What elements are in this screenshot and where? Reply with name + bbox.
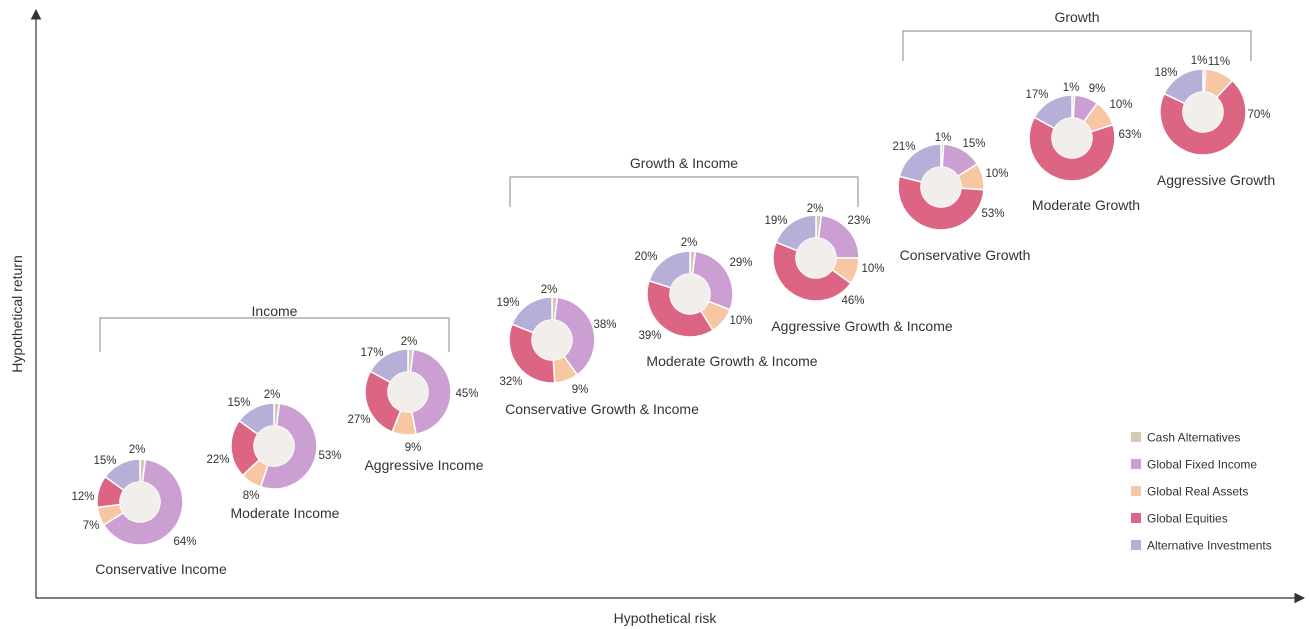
group-brackets: Income Growth & Income Growth xyxy=(99,9,1252,352)
portfolio-label-moderate-growth-and-income: Moderate Growth & Income xyxy=(646,353,817,369)
slice-label-conservative-growth-and-income-global-fixed-income: 38% xyxy=(593,319,616,331)
group-label-growth: Growth xyxy=(1054,9,1099,25)
slice-label-aggressive-growth-cash-alternatives: 1% xyxy=(1191,55,1208,67)
y-axis-label: Hypothetical return xyxy=(9,255,25,373)
legend-label-cash-alternatives: Cash Alternatives xyxy=(1147,431,1240,445)
portfolio-label-moderate-growth: Moderate Growth xyxy=(1032,197,1140,213)
bracket-growth xyxy=(902,30,1252,61)
slice-label-aggressive-growth-and-income-alternative-investments: 19% xyxy=(764,215,787,227)
donut-moderate-growth-and-income: 2% 29% 10% 39% 20% Moderate Growth & Income xyxy=(634,237,817,369)
donut-hole-conservative-income xyxy=(120,482,160,522)
slice-label-conservative-income-alternative-investments: 15% xyxy=(93,455,116,467)
slice-label-aggressive-growth-alternative-investments: 18% xyxy=(1154,67,1177,79)
legend-swatch-global-equities xyxy=(1131,513,1141,523)
slice-label-moderate-growth-alternative-investments: 17% xyxy=(1025,89,1048,101)
slice-label-aggressive-growth-and-income-global-fixed-income: 23% xyxy=(847,215,870,227)
donut-hole-moderate-income xyxy=(254,426,294,466)
slice-label-aggressive-income-global-equities: 27% xyxy=(347,414,370,426)
slice-label-conservative-growth-and-income-alternative-investments: 19% xyxy=(496,297,519,309)
donut-hole-conservative-growth-and-income xyxy=(532,320,572,360)
slice-label-moderate-growth-global-fixed-income: 9% xyxy=(1089,83,1106,95)
portfolio-label-aggressive-growth-and-income: Aggressive Growth & Income xyxy=(771,318,953,334)
donut-aggressive-growth: 1% 11% 70% 18% Aggressive Growth xyxy=(1154,55,1275,188)
slice-label-conservative-income-cash-alternatives: 2% xyxy=(129,444,146,456)
slice-label-conservative-growth-alternative-investments: 21% xyxy=(892,141,915,153)
legend-item-alternative-investments: Alternative Investments xyxy=(1131,539,1272,553)
bracket-income xyxy=(99,317,450,352)
legend-item-global-real-assets: Global Real Assets xyxy=(1131,485,1248,499)
legend-swatch-global-fixed-income xyxy=(1131,459,1141,469)
slice-label-aggressive-income-global-fixed-income: 45% xyxy=(455,388,478,400)
slice-label-moderate-growth-global-real-assets: 10% xyxy=(1109,99,1132,111)
portfolio-donuts: 2%64%7%12%15%Conservative Income2%53%8%2… xyxy=(71,55,1275,577)
portfolio-label-conservative-growth-and-income: Conservative Growth & Income xyxy=(505,401,699,417)
slice-label-aggressive-income-cash-alternatives: 2% xyxy=(401,336,418,348)
donut-conservative-income: 2% 64% 7% 12% 15% Conservative Income xyxy=(71,444,226,577)
portfolio-label-aggressive-growth: Aggressive Growth xyxy=(1157,172,1275,188)
legend-item-global-fixed-income: Global Fixed Income xyxy=(1131,458,1257,472)
slice-label-conservative-income-global-real-assets: 7% xyxy=(83,520,100,532)
donut-hole-aggressive-growth xyxy=(1183,92,1223,132)
x-axis-label: Hypothetical risk xyxy=(614,610,718,626)
legend: Cash Alternatives Global Fixed Income Glob… xyxy=(1131,431,1272,553)
slice-label-conservative-growth-and-income-cash-alternatives: 2% xyxy=(541,284,558,296)
group-label-growth-and-income: Growth & Income xyxy=(630,155,738,171)
portfolio-label-aggressive-income: Aggressive Income xyxy=(364,457,483,473)
slice-label-conservative-growth-global-real-assets: 10% xyxy=(985,168,1008,180)
legend-label-alternative-investments: Alternative Investments xyxy=(1147,539,1272,553)
slice-label-aggressive-growth-and-income-global-equities: 46% xyxy=(841,295,864,307)
slice-label-aggressive-income-alternative-investments: 17% xyxy=(360,347,383,359)
legend-label-global-real-assets: Global Real Assets xyxy=(1147,485,1248,499)
donut-hole-conservative-growth xyxy=(921,167,961,207)
slice-label-moderate-income-alternative-investments: 15% xyxy=(227,397,250,409)
slice-label-moderate-growth-and-income-cash-alternatives: 2% xyxy=(681,237,698,249)
donut-aggressive-growth-and-income: 2% 23% 10% 46% 19% Aggressive Growth & Income xyxy=(764,203,952,334)
legend-swatch-alternative-investments xyxy=(1131,540,1141,550)
slice-label-conservative-growth-cash-alternatives: 1% xyxy=(935,132,952,144)
slice-label-moderate-income-global-fixed-income: 53% xyxy=(318,450,341,462)
slice-label-conservative-growth-and-income-global-equities: 32% xyxy=(499,376,522,388)
slice-label-moderate-income-global-real-assets: 8% xyxy=(243,490,260,502)
slice-label-aggressive-income-global-real-assets: 9% xyxy=(405,442,422,454)
legend-label-global-fixed-income: Global Fixed Income xyxy=(1147,458,1257,472)
slice-label-moderate-income-global-equities: 22% xyxy=(206,454,229,466)
legend-item-global-equities: Global Equities xyxy=(1131,512,1228,526)
slice-label-moderate-growth-and-income-global-fixed-income: 29% xyxy=(729,257,752,269)
legend-swatch-global-real-assets xyxy=(1131,486,1141,496)
portfolio-label-moderate-income: Moderate Income xyxy=(231,505,340,521)
portfolio-label-conservative-growth: Conservative Growth xyxy=(900,247,1031,263)
donut-moderate-income: 2% 53% 8% 22% 15% Moderate Income xyxy=(206,389,341,521)
slice-label-moderate-growth-cash-alternatives: 1% xyxy=(1063,82,1080,94)
slice-label-aggressive-growth-global-equities: 70% xyxy=(1247,109,1270,121)
slice-label-conservative-growth-global-equities: 53% xyxy=(981,208,1004,220)
donut-conservative-growth: 1% 15% 10% 53% 21% Conservative Growth xyxy=(892,132,1030,263)
bracket-growth-and-income xyxy=(509,176,859,207)
slice-label-aggressive-growth-and-income-global-real-assets: 10% xyxy=(861,263,884,275)
donut-moderate-growth: 1% 9%10% 63% 17% Moderate Growth xyxy=(1025,82,1141,213)
slice-label-aggressive-growth-global-real-assets: 11% xyxy=(1208,56,1230,68)
legend-item-cash-alternatives: Cash Alternatives xyxy=(1131,431,1240,445)
slice-label-conservative-growth-and-income-global-real-assets: 9% xyxy=(572,384,589,396)
slice-label-aggressive-growth-and-income-cash-alternatives: 2% xyxy=(807,203,824,215)
portfolio-label-conservative-income: Conservative Income xyxy=(95,561,227,577)
slice-label-moderate-growth-global-equities: 63% xyxy=(1118,129,1141,141)
slice-label-moderate-growth-and-income-alternative-investments: 20% xyxy=(634,251,657,263)
donut-aggressive-income: 2% 45% 9% 27% 17% Aggressive Income xyxy=(347,336,483,473)
legend-swatch-cash-alternatives xyxy=(1131,432,1141,442)
slice-label-moderate-growth-and-income-global-real-assets: 10% xyxy=(729,315,752,327)
group-label-income: Income xyxy=(252,303,298,319)
slice-label-conservative-growth-global-fixed-income: 15% xyxy=(962,138,985,150)
slice-label-moderate-growth-and-income-global-equities: 39% xyxy=(638,330,661,342)
slice-label-conservative-income-global-fixed-income: 64% xyxy=(173,536,196,548)
slice-label-moderate-income-cash-alternatives: 2% xyxy=(264,389,281,401)
donut-hole-aggressive-growth-and-income xyxy=(796,238,836,278)
donut-hole-aggressive-income xyxy=(388,372,428,412)
legend-label-global-equities: Global Equities xyxy=(1147,512,1228,526)
slice-label-conservative-income-global-equities: 12% xyxy=(71,491,94,503)
donut-hole-moderate-growth xyxy=(1052,118,1092,158)
donut-hole-moderate-growth-and-income xyxy=(670,274,710,314)
donut-conservative-growth-and-income: 2% 38% 9% 32% 19% Conservative Growth & Incom… xyxy=(496,284,699,417)
